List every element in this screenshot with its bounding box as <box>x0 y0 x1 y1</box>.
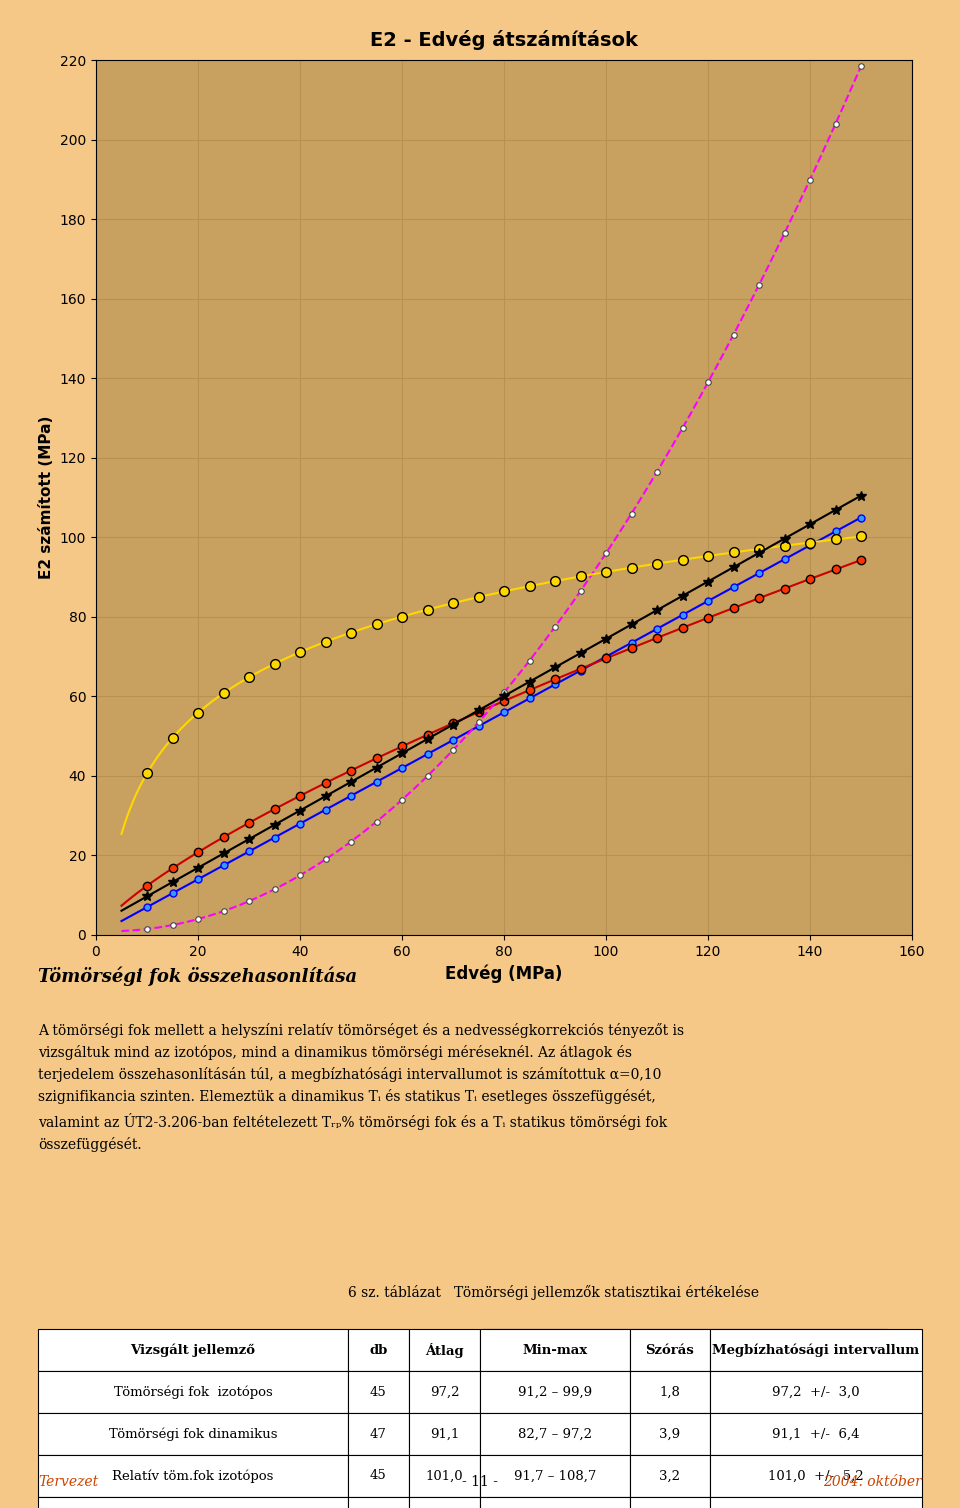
Text: 3,2: 3,2 <box>660 1469 681 1482</box>
Bar <box>630 1455 709 1497</box>
Bar <box>630 1497 709 1508</box>
Bar <box>409 1413 480 1455</box>
Text: Tömörségi fok dinamikus: Tömörségi fok dinamikus <box>108 1427 277 1440</box>
Text: 91,2 – 99,9: 91,2 – 99,9 <box>518 1386 592 1399</box>
Bar <box>348 1371 409 1413</box>
Text: Tervezet: Tervezet <box>38 1475 99 1488</box>
Text: Vizsgált jellemző: Vizsgált jellemző <box>131 1344 255 1357</box>
Text: 97,2  +/-  3,0: 97,2 +/- 3,0 <box>772 1386 859 1399</box>
Y-axis label: E2 számított (MPa): E2 számított (MPa) <box>39 416 54 579</box>
Bar <box>709 1371 922 1413</box>
Bar <box>630 1371 709 1413</box>
Text: 1,8: 1,8 <box>660 1386 681 1399</box>
Text: db: db <box>370 1344 388 1357</box>
Text: A tömörségi fok mellett a helyszíni relatív tömörséget és a nedvességkorrekciós : A tömörségi fok mellett a helyszíni rela… <box>38 1022 684 1152</box>
Bar <box>480 1497 630 1508</box>
Legend: Lin. Edvég, másodf.Edvég, Hatvány Edvég, Ln(x) Edvég, p1^2/p2^2 átszámítás: Lin. Edvég, másodf.Edvég, Hatvány Edvég,… <box>480 1330 889 1408</box>
Text: Relatív töm.fok izotópos: Relatív töm.fok izotópos <box>112 1469 274 1482</box>
Text: Átlag: Átlag <box>425 1344 464 1357</box>
Text: Szórás: Szórás <box>645 1344 694 1357</box>
Text: 82,7 – 97,2: 82,7 – 97,2 <box>518 1428 592 1440</box>
Bar <box>409 1497 480 1508</box>
Bar <box>348 1455 409 1497</box>
Bar <box>709 1413 922 1455</box>
Bar <box>630 1413 709 1455</box>
Bar <box>480 1330 630 1371</box>
Text: 91,1  +/-  6,4: 91,1 +/- 6,4 <box>772 1428 859 1440</box>
Bar <box>38 1371 348 1413</box>
Bar <box>409 1330 480 1371</box>
Text: 91,1: 91,1 <box>430 1428 459 1440</box>
Title: E2 - Edvég átszámítások: E2 - Edvég átszámítások <box>370 30 638 50</box>
Text: 97,2: 97,2 <box>430 1386 460 1399</box>
Bar <box>709 1455 922 1497</box>
Text: 91,7 – 108,7: 91,7 – 108,7 <box>514 1469 596 1482</box>
Bar <box>480 1455 630 1497</box>
Text: 45: 45 <box>370 1386 387 1399</box>
Bar <box>348 1330 409 1371</box>
Bar <box>348 1413 409 1455</box>
Text: 2004. október: 2004. október <box>823 1475 922 1488</box>
Text: 101,0  +/-  5,2: 101,0 +/- 5,2 <box>768 1469 863 1482</box>
Bar <box>709 1330 922 1371</box>
Bar <box>480 1371 630 1413</box>
Text: Tömörségi fok összehasonlítása: Tömörségi fok összehasonlítása <box>38 967 357 986</box>
Text: Min-max: Min-max <box>522 1344 588 1357</box>
Text: 6 sz. táblázat   Tömörségi jellemzők statisztikai értékelése: 6 sz. táblázat Tömörségi jellemzők stati… <box>348 1285 758 1300</box>
Text: 101,0: 101,0 <box>426 1469 464 1482</box>
Text: 3,9: 3,9 <box>660 1428 681 1440</box>
Bar <box>409 1455 480 1497</box>
Bar <box>348 1497 409 1508</box>
X-axis label: Edvég (MPa): Edvég (MPa) <box>445 964 563 983</box>
Bar <box>480 1413 630 1455</box>
Bar <box>38 1413 348 1455</box>
Bar <box>38 1455 348 1497</box>
Bar <box>630 1330 709 1371</box>
Bar <box>38 1330 348 1371</box>
Text: 47: 47 <box>370 1428 387 1440</box>
Bar <box>409 1371 480 1413</box>
Text: - 11 -: - 11 - <box>462 1475 498 1488</box>
Bar <box>38 1497 348 1508</box>
Text: Tömörségi fok  izotópos: Tömörségi fok izotópos <box>113 1386 273 1399</box>
Bar <box>709 1497 922 1508</box>
Text: Megbízhatósági intervallum: Megbízhatósági intervallum <box>712 1344 919 1357</box>
Text: 45: 45 <box>370 1469 387 1482</box>
